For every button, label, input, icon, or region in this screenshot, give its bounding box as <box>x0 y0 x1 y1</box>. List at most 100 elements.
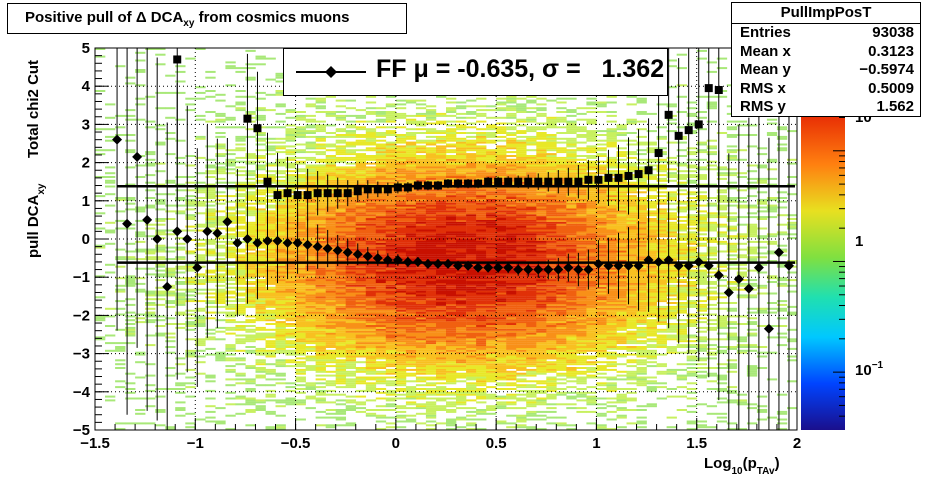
heatmap-cell <box>496 139 507 142</box>
heatmap-cell <box>295 237 306 240</box>
heatmap-cell <box>375 149 387 152</box>
heatmap-cell <box>425 156 437 159</box>
heatmap-cell <box>345 239 357 241</box>
heatmap-cell <box>245 424 256 427</box>
heatmap-cell <box>345 351 357 354</box>
heatmap-cell <box>325 300 337 303</box>
heatmap-cell <box>105 149 116 152</box>
heatmap-cell <box>446 128 457 131</box>
heatmap-cell <box>325 202 337 205</box>
heatmap-cell <box>355 346 367 348</box>
heatmap-cell <box>315 342 326 345</box>
heatmap-cell <box>496 323 507 325</box>
heatmap-cell <box>395 271 407 274</box>
heatmap-cell <box>305 265 316 268</box>
heatmap-cell <box>506 231 517 234</box>
heatmap-cell <box>476 428 487 430</box>
heatmap-cell <box>375 286 387 289</box>
heatmap-cell <box>476 189 487 192</box>
heatmap-cell <box>405 273 417 276</box>
heatmap-cell <box>225 149 236 152</box>
heatmap-cell <box>355 181 367 184</box>
heatmap-cell <box>245 177 256 180</box>
heatmap-cell <box>506 160 517 163</box>
heatmap-cell <box>516 143 527 146</box>
heatmap-cell <box>425 284 437 287</box>
heatmap-cell <box>446 355 457 358</box>
heatmap-cell <box>365 229 377 232</box>
heatmap-cell <box>365 334 377 337</box>
heatmap-cell <box>295 229 306 232</box>
heatmap-cell <box>405 319 417 322</box>
heatmap-cell <box>145 334 156 337</box>
heatmap-cell <box>135 277 146 280</box>
heatmap-cell <box>496 313 507 316</box>
heatmap-cell <box>526 370 537 373</box>
heatmap-cell <box>355 202 367 205</box>
heatmap-cell <box>225 200 236 203</box>
heatmap-cell <box>315 424 326 427</box>
heatmap-cell <box>425 363 437 366</box>
heatmap-cell <box>365 149 377 152</box>
heatmap-cell <box>486 191 497 194</box>
heatmap-cell <box>135 103 146 106</box>
heatmap-cell <box>265 260 276 262</box>
heatmap-cell <box>486 347 497 350</box>
heatmap-cell <box>295 328 306 331</box>
heatmap-cell <box>235 160 246 163</box>
heatmap-cell <box>275 359 286 362</box>
heatmap-cell <box>305 223 316 226</box>
heatmap-cell <box>405 389 417 392</box>
heatmap-cell <box>345 208 357 211</box>
heatmap-cell <box>315 254 326 257</box>
heatmap-cell <box>375 355 387 358</box>
heatmap-cell <box>195 292 206 295</box>
heatmap-cell <box>425 410 437 413</box>
heatmap-cell <box>235 235 246 238</box>
heatmap-cell <box>225 237 236 240</box>
heatmap-cell <box>295 279 306 282</box>
heatmap-cell <box>305 103 316 106</box>
heatmap-cell <box>456 170 467 173</box>
heatmap-cell <box>285 151 296 154</box>
heatmap-cell <box>536 313 547 316</box>
heatmap-cell <box>506 275 517 278</box>
heatmap-cell <box>516 151 527 154</box>
heatmap-cell <box>466 231 477 234</box>
heatmap-cell <box>145 206 156 209</box>
heatmap-cell <box>446 342 457 345</box>
heatmap-cell <box>516 118 527 121</box>
heatmap-cell <box>285 282 296 285</box>
heatmap-cell <box>225 153 236 156</box>
heatmap-cell <box>215 145 226 148</box>
heatmap-cell <box>305 170 316 173</box>
heatmap-cell <box>295 265 306 268</box>
heatmap-cell <box>486 378 497 381</box>
heatmap-cell <box>456 290 467 293</box>
heatmap-cell <box>476 330 487 333</box>
heatmap-cell <box>365 330 377 333</box>
heatmap-cell <box>425 225 437 228</box>
heatmap-cell <box>446 124 457 127</box>
heatmap-cell <box>335 166 347 169</box>
heatmap-cell <box>275 311 286 314</box>
heatmap-cell <box>225 311 236 314</box>
heatmap-cell <box>466 277 477 280</box>
heatmap-cell <box>476 128 487 131</box>
heatmap-cell <box>165 258 176 261</box>
heatmap-cell <box>225 126 236 129</box>
heatmap-cell <box>255 347 266 350</box>
heatmap-cell <box>325 357 337 360</box>
heatmap-cell <box>305 240 316 243</box>
heatmap-cell <box>165 290 176 293</box>
heatmap-cell <box>315 267 326 270</box>
heatmap-cell <box>345 260 357 262</box>
heatmap-cell <box>285 323 296 325</box>
heatmap-cell <box>405 235 417 238</box>
heatmap-cell <box>436 302 447 304</box>
heatmap-cell <box>345 355 357 358</box>
heatmap-cell <box>385 248 397 251</box>
heatmap-cell <box>295 135 306 138</box>
heatmap-cell <box>466 225 477 228</box>
heatmap-cell <box>405 355 417 358</box>
